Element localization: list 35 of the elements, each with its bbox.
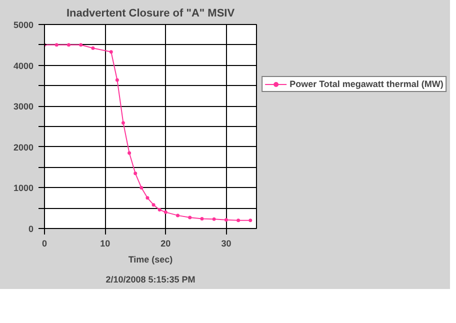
point (158, 208, 162, 212)
y-tick-label: 0 (28, 224, 34, 234)
text: 2/10/2008 5:15:35 PM (106, 274, 196, 284)
point (164, 210, 168, 214)
point (152, 203, 156, 207)
point (212, 217, 216, 221)
y-tick-label: 4000 (13, 60, 34, 71)
point (248, 218, 252, 222)
point (200, 216, 204, 220)
point (91, 46, 95, 50)
chart-title: Inadvertent Closure of "A" MSIV (66, 8, 236, 20)
x-tick-label: 0 (42, 238, 48, 248)
point (188, 216, 192, 220)
y-tick-label: 5000 (13, 20, 34, 30)
point (79, 43, 83, 47)
x-tick-label: 10 (100, 238, 110, 248)
point (236, 218, 240, 222)
y-tick-label: 2000 (13, 142, 34, 152)
x-tick-label: 20 (160, 238, 171, 248)
point (121, 121, 125, 125)
point (146, 196, 150, 200)
y-tick-label: 3000 (13, 102, 34, 112)
point (140, 186, 144, 190)
point (128, 151, 132, 155)
x-tick-label: 30 (221, 238, 232, 248)
point (54, 43, 58, 47)
point (176, 214, 180, 218)
point (115, 78, 119, 82)
point (224, 218, 228, 222)
legend-label: Power Total megawatt thermal (MW) (290, 78, 444, 88)
point (109, 50, 113, 54)
point (66, 43, 70, 47)
y-tick-label: 1000 (13, 183, 34, 194)
x-axis-title: Time (sec) (128, 254, 173, 264)
point (134, 172, 138, 176)
